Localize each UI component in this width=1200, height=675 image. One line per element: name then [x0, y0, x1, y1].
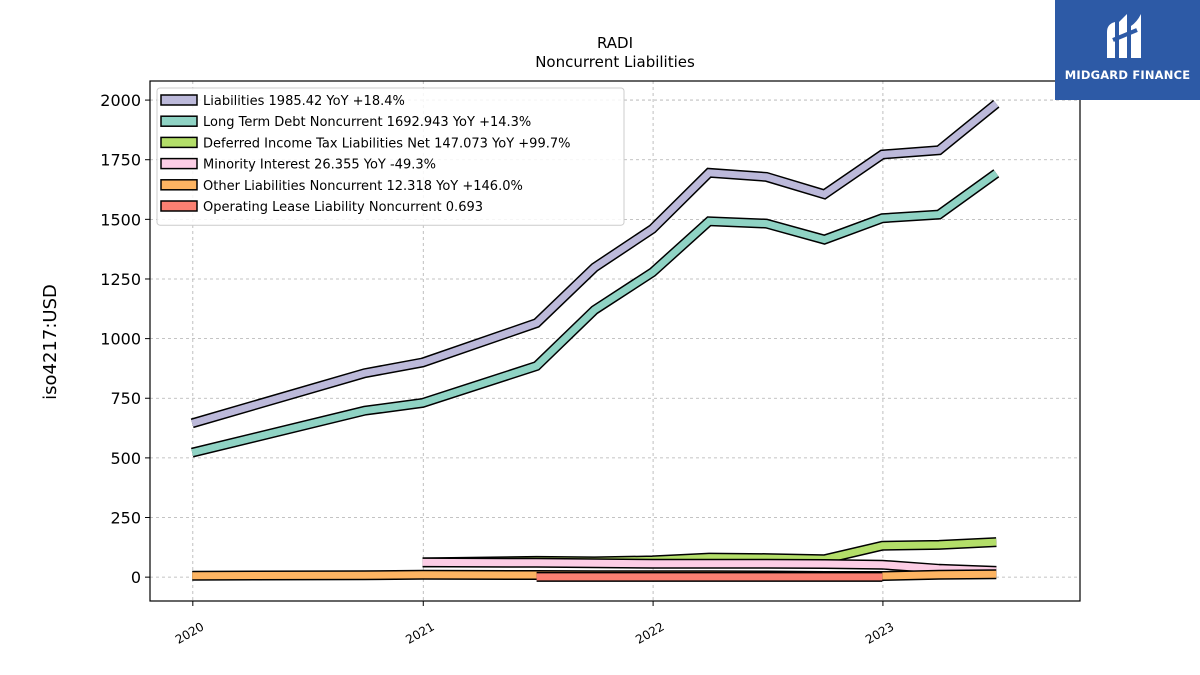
legend-swatch [160, 136, 198, 149]
series-line [422, 558, 997, 575]
series-line [191, 100, 999, 427]
y-tick-label: 750 [110, 389, 141, 408]
legend-swatch [160, 157, 198, 170]
y-tick-label: 1250 [100, 270, 141, 289]
brand-mark-icon [1107, 14, 1141, 58]
y-tick-label: 250 [110, 509, 141, 528]
series-0 [190, 99, 1000, 429]
y-tick-label: 1000 [100, 330, 141, 349]
series-line [191, 170, 999, 457]
legend-label: Operating Lease Liability Noncurrent 0.6… [203, 200, 483, 215]
y-axis-label: iso4217:USD [40, 284, 61, 400]
chart-subtitle: Noncurrent Liabilities [535, 53, 695, 71]
legend-box [156, 87, 625, 226]
y-tick-label: 0 [131, 568, 141, 587]
legend-swatch [160, 115, 198, 127]
y-tick-label: 1750 [100, 151, 141, 170]
series-layer [190, 99, 1000, 582]
legend-label: Long Term Debt Noncurrent 1692.943 YoY +… [203, 115, 531, 130]
series-1 [191, 169, 1000, 458]
legend-label: Liabilities 1985.42 YoY +18.4% [203, 94, 405, 109]
y-tick-label: 500 [110, 449, 141, 468]
y-tick-label: 1500 [100, 210, 141, 229]
legend-label: Minority Interest 26.355 YoY -49.3% [203, 158, 436, 173]
axes: 0 250 500 750 1000 1250 1500 1750 2000 2020 2021 20… [100, 91, 896, 647]
plot-frame [149, 80, 1081, 602]
x-tick-label: 2021 [403, 619, 436, 646]
x-tick-label: 2023 [863, 619, 896, 646]
legend-swatch [160, 200, 198, 212]
chart-title: RADI [597, 34, 633, 52]
x-tick-label: 2020 [173, 619, 206, 646]
legend-swatch [160, 94, 198, 106]
legend-label: Deferred Income Tax Liabilities Net 147.… [203, 136, 571, 151]
x-tick-label: 2022 [633, 619, 666, 646]
brand-name: MIDGARD FINANCE [1064, 68, 1191, 82]
series-3 [422, 557, 997, 576]
legend: Liabilities 1985.42 YoY +18.4% Long Term … [156, 87, 625, 226]
brand-logo: MIDGARD FINANCE [1055, 0, 1200, 100]
legend-swatch [160, 179, 198, 191]
y-tick-label: 2000 [100, 91, 141, 110]
legend-label: Other Liabilities Noncurrent 12.318 YoY … [203, 179, 523, 194]
